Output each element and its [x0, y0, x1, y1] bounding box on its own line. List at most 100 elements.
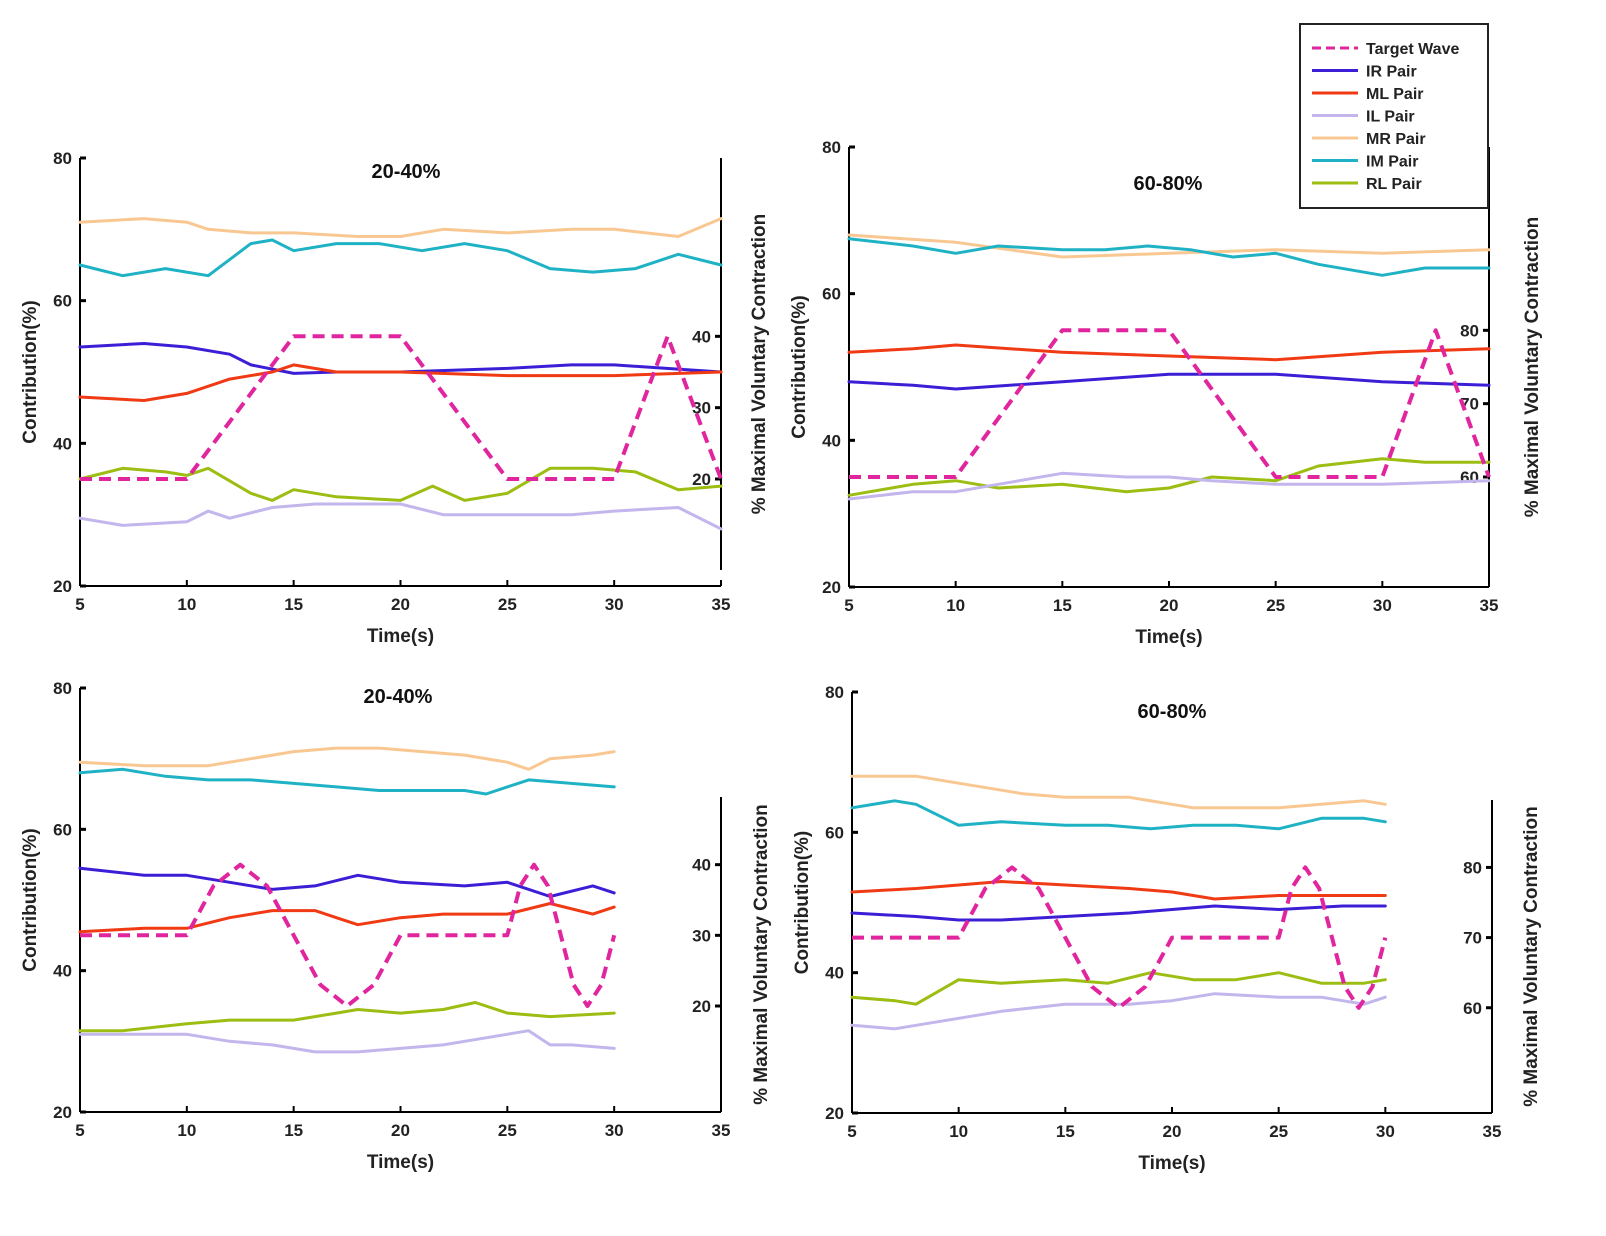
y2-tick-label: 80	[1460, 321, 1479, 340]
x-tick-label: 5	[75, 1121, 84, 1140]
legend-label: MR Pair	[1366, 131, 1426, 148]
panel-title: 20-40%	[364, 686, 433, 708]
y-tick-label: 40	[53, 962, 72, 981]
legend-label: IR Pair	[1366, 64, 1417, 81]
x-tick-label: 25	[1266, 596, 1285, 615]
x-tick-label: 30	[605, 1121, 624, 1140]
x-tick-label: 35	[712, 595, 731, 614]
y2-tick-label: 40	[692, 327, 711, 346]
y-tick-label: 80	[822, 138, 841, 157]
y-tick-label: 80	[825, 683, 844, 702]
series-line-rl-pair	[850, 971, 1387, 1006]
y-axis-label: Contribution(%)	[792, 831, 813, 975]
x-tick-label: 25	[498, 1121, 517, 1140]
y-axis-label: Contribution(%)	[20, 828, 41, 972]
panel-top-left: 5 10 15 20 25 30 35 20 40 60 80 20 30 40 Time(s) Contri…	[20, 149, 770, 647]
x-tick-label: 10	[946, 596, 965, 615]
y2-tick-label: 30	[692, 926, 711, 945]
series-line-ir-pair	[847, 372, 1491, 391]
y2-axis-label: % Maximal Voluntary Contraction	[1522, 217, 1543, 518]
x-tick-label: 35	[1483, 1122, 1502, 1141]
panel-bottom-left: 5 10 15 20 25 30 35 20 40 60 80 20 30 40 Time(s) Contri…	[20, 679, 772, 1173]
panel-bottom-right: 5 10 15 20 25 30 35 20 40 60 80 60 70 80 Time(s) Contri…	[792, 683, 1542, 1174]
series-line-rl-pair	[78, 1001, 616, 1033]
x-tick-label: 35	[1480, 596, 1499, 615]
series-line-mr-pair	[78, 746, 616, 771]
y2-tick-label: 60	[1463, 999, 1482, 1018]
x-axis-label: Time(s)	[1138, 1153, 1205, 1174]
y2-tick-label: 30	[692, 399, 711, 418]
panel-title: 60-80%	[1138, 701, 1207, 723]
x-tick-label: 20	[1160, 596, 1179, 615]
x-tick-label: 10	[177, 595, 196, 614]
x-tick-label: 20	[391, 595, 410, 614]
x-axis-label: Time(s)	[367, 1152, 434, 1173]
series-line-target-wave	[80, 862, 617, 1008]
x-tick-label: 5	[75, 595, 84, 614]
y2-tick-label: 80	[1463, 858, 1482, 877]
series-line-rl-pair	[78, 466, 723, 502]
y2-axis-label: % Maximal Voluntary Contraction	[1521, 806, 1542, 1107]
x-tick-label: 20	[1163, 1122, 1182, 1141]
y2-tick-label: 60	[1460, 468, 1479, 487]
series-line-ir-pair	[78, 342, 723, 375]
x-tick-label: 20	[391, 1121, 410, 1140]
panel-top-right: 5 10 15 20 25 30 3520406080607080Time(s)Contri…	[789, 138, 1543, 648]
legend-label: IM Pair	[1366, 154, 1418, 171]
series-line-ir-pair	[850, 904, 1387, 922]
panel-title: 20-40%	[372, 161, 441, 183]
series-line-rl-pair	[847, 457, 1491, 497]
series-line-ml-pair	[78, 902, 616, 934]
series-line-ml-pair	[78, 363, 723, 402]
x-tick-label: 5	[844, 596, 853, 615]
series-line-il-pair	[78, 502, 723, 531]
x-tick-label: 15	[1053, 596, 1072, 615]
x-tick-label: 15	[284, 595, 303, 614]
x-tick-label: 10	[177, 1121, 196, 1140]
series-line-target-wave	[80, 334, 723, 481]
series-line-il-pair	[850, 992, 1387, 1031]
y-tick-label: 20	[53, 577, 72, 596]
y2-axis-label: % Maximal Voluntary Contraction	[749, 214, 770, 515]
y-tick-label: 40	[825, 964, 844, 983]
x-tick-label: 30	[1373, 596, 1392, 615]
x-tick-label: 30	[605, 595, 624, 614]
legend-label: ML Pair	[1366, 86, 1424, 103]
x-axis-label: Time(s)	[1135, 627, 1202, 648]
y-tick-label: 20	[53, 1103, 72, 1122]
y-axis-label: Contribution(%)	[20, 300, 41, 444]
legend-label: IL Pair	[1366, 109, 1415, 126]
series-line-ml-pair	[850, 880, 1387, 901]
series-line-im-pair	[847, 237, 1491, 277]
y-tick-label: 40	[822, 431, 841, 450]
legend-label: Target Wave	[1366, 41, 1459, 58]
y-tick-label: 40	[53, 434, 72, 453]
series-line-target-wave	[852, 865, 1388, 1010]
series-line-im-pair	[850, 799, 1387, 831]
y-tick-label: 80	[53, 149, 72, 168]
y-tick-label: 20	[825, 1104, 844, 1123]
series-line-il-pair	[78, 1029, 616, 1054]
y-tick-label: 60	[53, 292, 72, 311]
x-tick-label: 10	[949, 1122, 968, 1141]
series-line-ml-pair	[847, 343, 1491, 362]
series-line-target-wave	[849, 328, 1491, 479]
y2-axis-label: % Maximal Voluntary Contraction	[751, 804, 772, 1105]
x-tick-label: 25	[498, 595, 517, 614]
y2-tick-label: 20	[692, 470, 711, 489]
y-tick-label: 80	[53, 679, 72, 698]
y2-tick-label: 70	[1463, 929, 1482, 948]
panel-title: 60-80%	[1134, 173, 1203, 195]
legend: Target Wave IR Pair ML Pair IL Pair MR Pair I…	[1299, 23, 1489, 209]
x-axis-label: Time(s)	[367, 626, 434, 647]
x-tick-label: 35	[712, 1121, 731, 1140]
y-axis-label: Contribution(%)	[789, 295, 810, 439]
y2-tick-label: 40	[692, 856, 711, 875]
y2-tick-label: 20	[692, 997, 711, 1016]
x-tick-label: 15	[1056, 1122, 1075, 1141]
y-tick-label: 60	[825, 823, 844, 842]
series-line-mr-pair	[78, 217, 723, 238]
x-tick-label: 25	[1269, 1122, 1288, 1141]
x-tick-label: 5	[847, 1122, 856, 1141]
